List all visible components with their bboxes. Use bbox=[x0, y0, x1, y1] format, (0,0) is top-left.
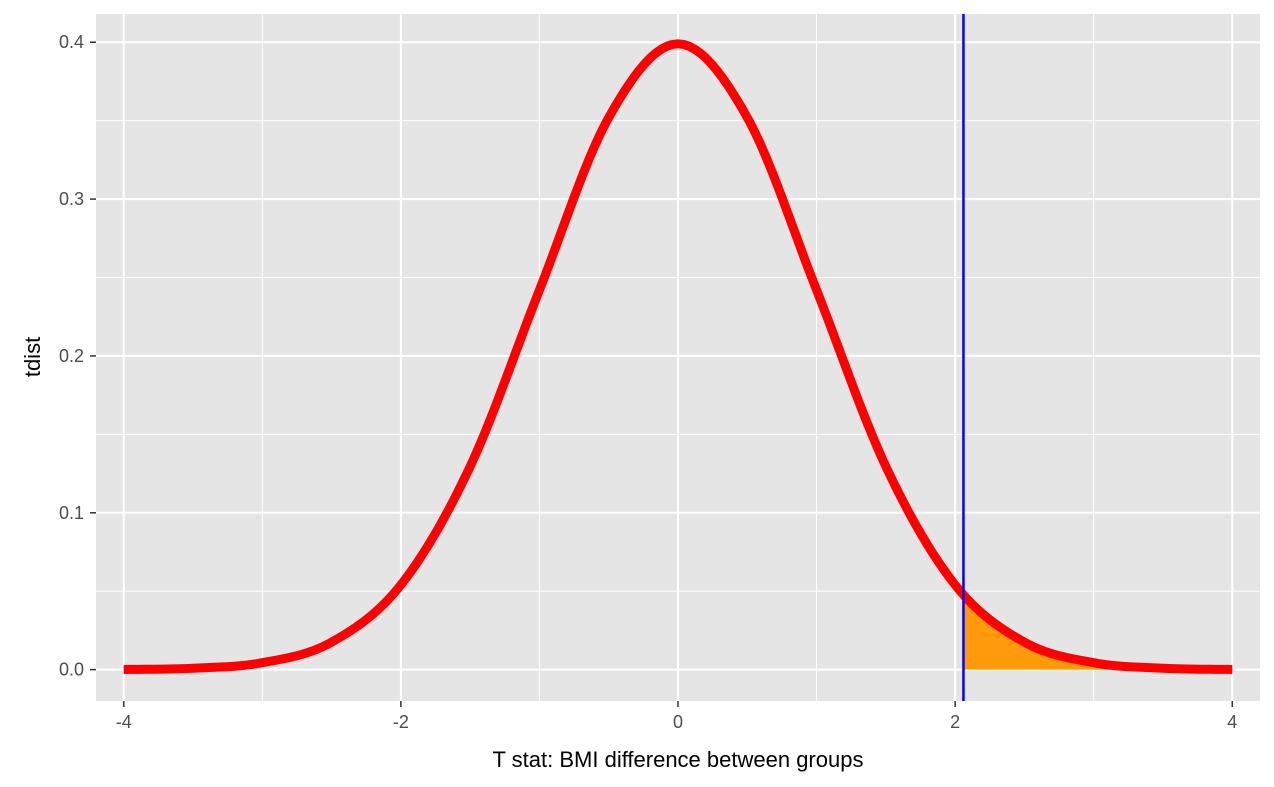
x-tick-label: 2 bbox=[950, 712, 960, 732]
x-tick-label: 4 bbox=[1227, 712, 1237, 732]
x-axis-ticks: -4 -2 0 2 4 bbox=[116, 701, 1237, 732]
y-axis-title: tdist bbox=[20, 337, 45, 377]
x-tick-label: 0 bbox=[673, 712, 683, 732]
y-tick-label: 0.2 bbox=[59, 346, 84, 366]
t-density-curve bbox=[123, 39, 1233, 674]
shaded-tail-area bbox=[963, 594, 1233, 670]
y-tick-label: 0.4 bbox=[59, 32, 84, 52]
y-axis-ticks: 0.0 0.1 0.2 0.3 0.4 bbox=[59, 32, 96, 680]
x-tick-label: -2 bbox=[393, 712, 409, 732]
x-tick-label: -4 bbox=[116, 712, 132, 732]
y-tick-label: 0.3 bbox=[59, 189, 84, 209]
y-tick-label: 0.0 bbox=[59, 660, 84, 680]
x-axis-title: T stat: BMI difference between groups bbox=[493, 747, 864, 772]
y-tick-label: 0.1 bbox=[59, 503, 84, 523]
